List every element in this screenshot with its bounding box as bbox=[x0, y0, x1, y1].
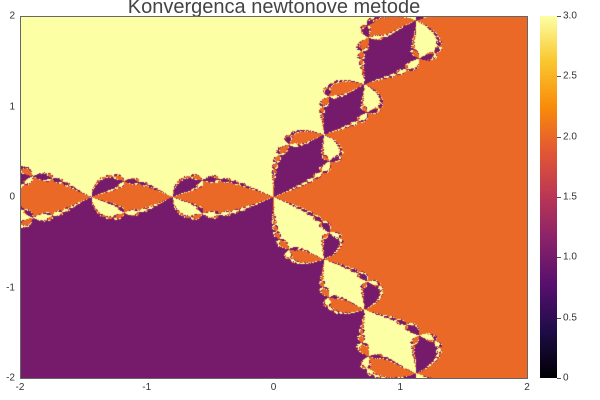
colorbar-tick-label: 0.5 bbox=[563, 312, 577, 324]
colorbar-tick-label: 0 bbox=[563, 372, 569, 384]
colorbar-tick bbox=[557, 378, 561, 379]
colorbar-tick bbox=[557, 197, 561, 198]
colorbar-tick-label: 1.5 bbox=[563, 191, 577, 203]
x-tick-label: 1 bbox=[397, 382, 404, 393]
colorbar-tick-label: 1.0 bbox=[563, 251, 577, 263]
colorbar bbox=[540, 16, 557, 378]
y-tick-label: 2 bbox=[9, 10, 15, 22]
colorbar-tick bbox=[557, 16, 561, 17]
y-tick-label: -1 bbox=[6, 282, 15, 293]
colorbar-tick bbox=[557, 257, 561, 259]
colorbar-tick bbox=[557, 136, 561, 138]
x-tick-label: -2 bbox=[15, 382, 25, 393]
colorbar-tick-label: 3.0 bbox=[563, 10, 577, 22]
heatmap-canvas bbox=[20, 16, 527, 378]
colorbar-tick bbox=[557, 317, 561, 319]
x-tick-label: -1 bbox=[142, 382, 152, 393]
y-tick-label: 1 bbox=[9, 101, 15, 112]
y-tick-label: 0 bbox=[9, 191, 15, 203]
x-tick-label: 2 bbox=[524, 382, 530, 393]
colorbar-tick-label: 2.0 bbox=[563, 131, 577, 143]
x-tick-label: 0 bbox=[270, 382, 277, 393]
colorbar-tick-label: 2.5 bbox=[563, 70, 577, 82]
colorbar-tick bbox=[557, 76, 561, 78]
chart-title: Konvergenca newtonove metode bbox=[127, 0, 421, 18]
y-tick-label: -2 bbox=[6, 372, 15, 384]
